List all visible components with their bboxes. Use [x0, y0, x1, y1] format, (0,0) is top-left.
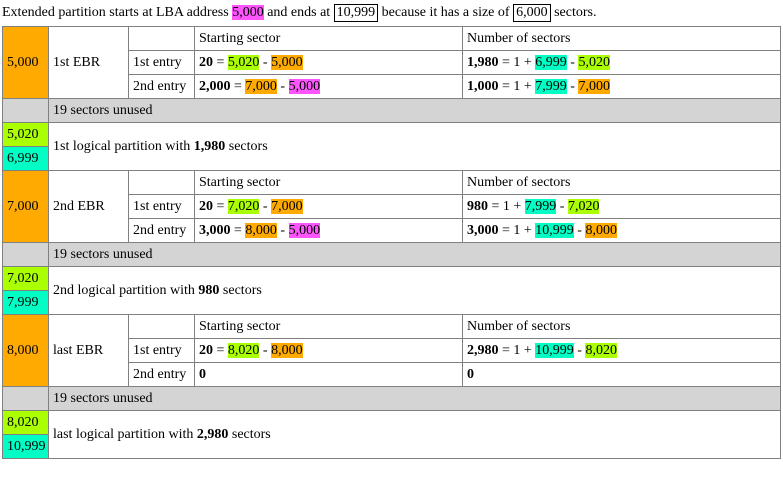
ebr1-e2-num: 1,000 = 1 + 7,999 - 7,000: [463, 75, 781, 99]
unused-lba-1: [3, 99, 49, 123]
part1-lba-b: 6,999: [3, 147, 49, 171]
hdr-start: Starting sector: [195, 27, 463, 51]
ebr2-lba: 7,000: [3, 171, 49, 243]
hdr-num-3: Number of sectors: [463, 315, 781, 339]
intro-ext-size: 6,000: [513, 4, 551, 22]
ebr1-lba: 5,000: [3, 27, 49, 99]
unused-lba-2: [3, 243, 49, 267]
ebr2-e1-num: 980 = 1 + 7,999 - 7,020: [463, 195, 781, 219]
ebr2-e2: 2nd entry: [129, 219, 195, 243]
ebr1-e1-start: 20 = 5,020 - 5,000: [195, 51, 463, 75]
intro-t4: sectors.: [551, 5, 597, 20]
ebr1-blank: [129, 27, 195, 51]
part3-lba-a: 8,020: [3, 411, 49, 435]
hdr-num: Number of sectors: [463, 27, 781, 51]
ebr2-e1: 1st entry: [129, 195, 195, 219]
unused-1: 19 sectors unused: [49, 99, 781, 123]
ebr2-blank: [129, 171, 195, 195]
ebr-table: 5,000 1st EBR Starting sector Number of …: [2, 26, 781, 459]
part3-lba-b: 10,999: [3, 435, 49, 459]
hdr-start-2: Starting sector: [195, 171, 463, 195]
ebr1-e1-num: 1,980 = 1 + 6,999 - 5,020: [463, 51, 781, 75]
ebr2-e2-start: 3,000 = 8,000 - 5,000: [195, 219, 463, 243]
ebr3-e1-start: 20 = 8,020 - 8,000: [195, 339, 463, 363]
intro-t2: and ends at: [264, 5, 334, 20]
intro-text: Extended partition starts at LBA address…: [2, 4, 781, 22]
unused-2: 19 sectors unused: [49, 243, 781, 267]
unused-lba-3: [3, 387, 49, 411]
intro-ext-end: 10,999: [334, 4, 379, 22]
ebr1-e2: 2nd entry: [129, 75, 195, 99]
ebr3-e2: 2nd entry: [129, 363, 195, 387]
hdr-start-3: Starting sector: [195, 315, 463, 339]
ebr3-e1-num: 2,980 = 1 + 10,999 - 8,020: [463, 339, 781, 363]
ebr3-name: last EBR: [49, 315, 129, 387]
ebr1-e2-start: 2,000 = 7,000 - 5,000: [195, 75, 463, 99]
part1-desc: 1st logical partition with 1,980 sectors: [49, 123, 781, 171]
ebr1-name: 1st EBR: [49, 27, 129, 99]
ebr3-e2-num: 0: [463, 363, 781, 387]
part2-lba-b: 7,999: [3, 291, 49, 315]
part1-lba-a: 5,020: [3, 123, 49, 147]
ebr3-e1: 1st entry: [129, 339, 195, 363]
intro-t3: because it has a size of: [378, 5, 513, 20]
intro-t1: Extended partition starts at LBA address: [2, 5, 232, 20]
ebr3-blank: [129, 315, 195, 339]
ebr3-lba: 8,000: [3, 315, 49, 387]
ebr2-name: 2nd EBR: [49, 171, 129, 243]
part3-desc: last logical partition with 2,980 sector…: [49, 411, 781, 459]
intro-ext-start: 5,000: [232, 5, 264, 20]
ebr2-e2-num: 3,000 = 1 + 10,999 - 8,000: [463, 219, 781, 243]
part2-lba-a: 7,020: [3, 267, 49, 291]
ebr2-e1-start: 20 = 7,020 - 7,000: [195, 195, 463, 219]
ebr3-e2-start: 0: [195, 363, 463, 387]
ebr1-e1: 1st entry: [129, 51, 195, 75]
part2-desc: 2nd logical partition with 980 sectors: [49, 267, 781, 315]
hdr-num-2: Number of sectors: [463, 171, 781, 195]
unused-3: 19 sectors unused: [49, 387, 781, 411]
